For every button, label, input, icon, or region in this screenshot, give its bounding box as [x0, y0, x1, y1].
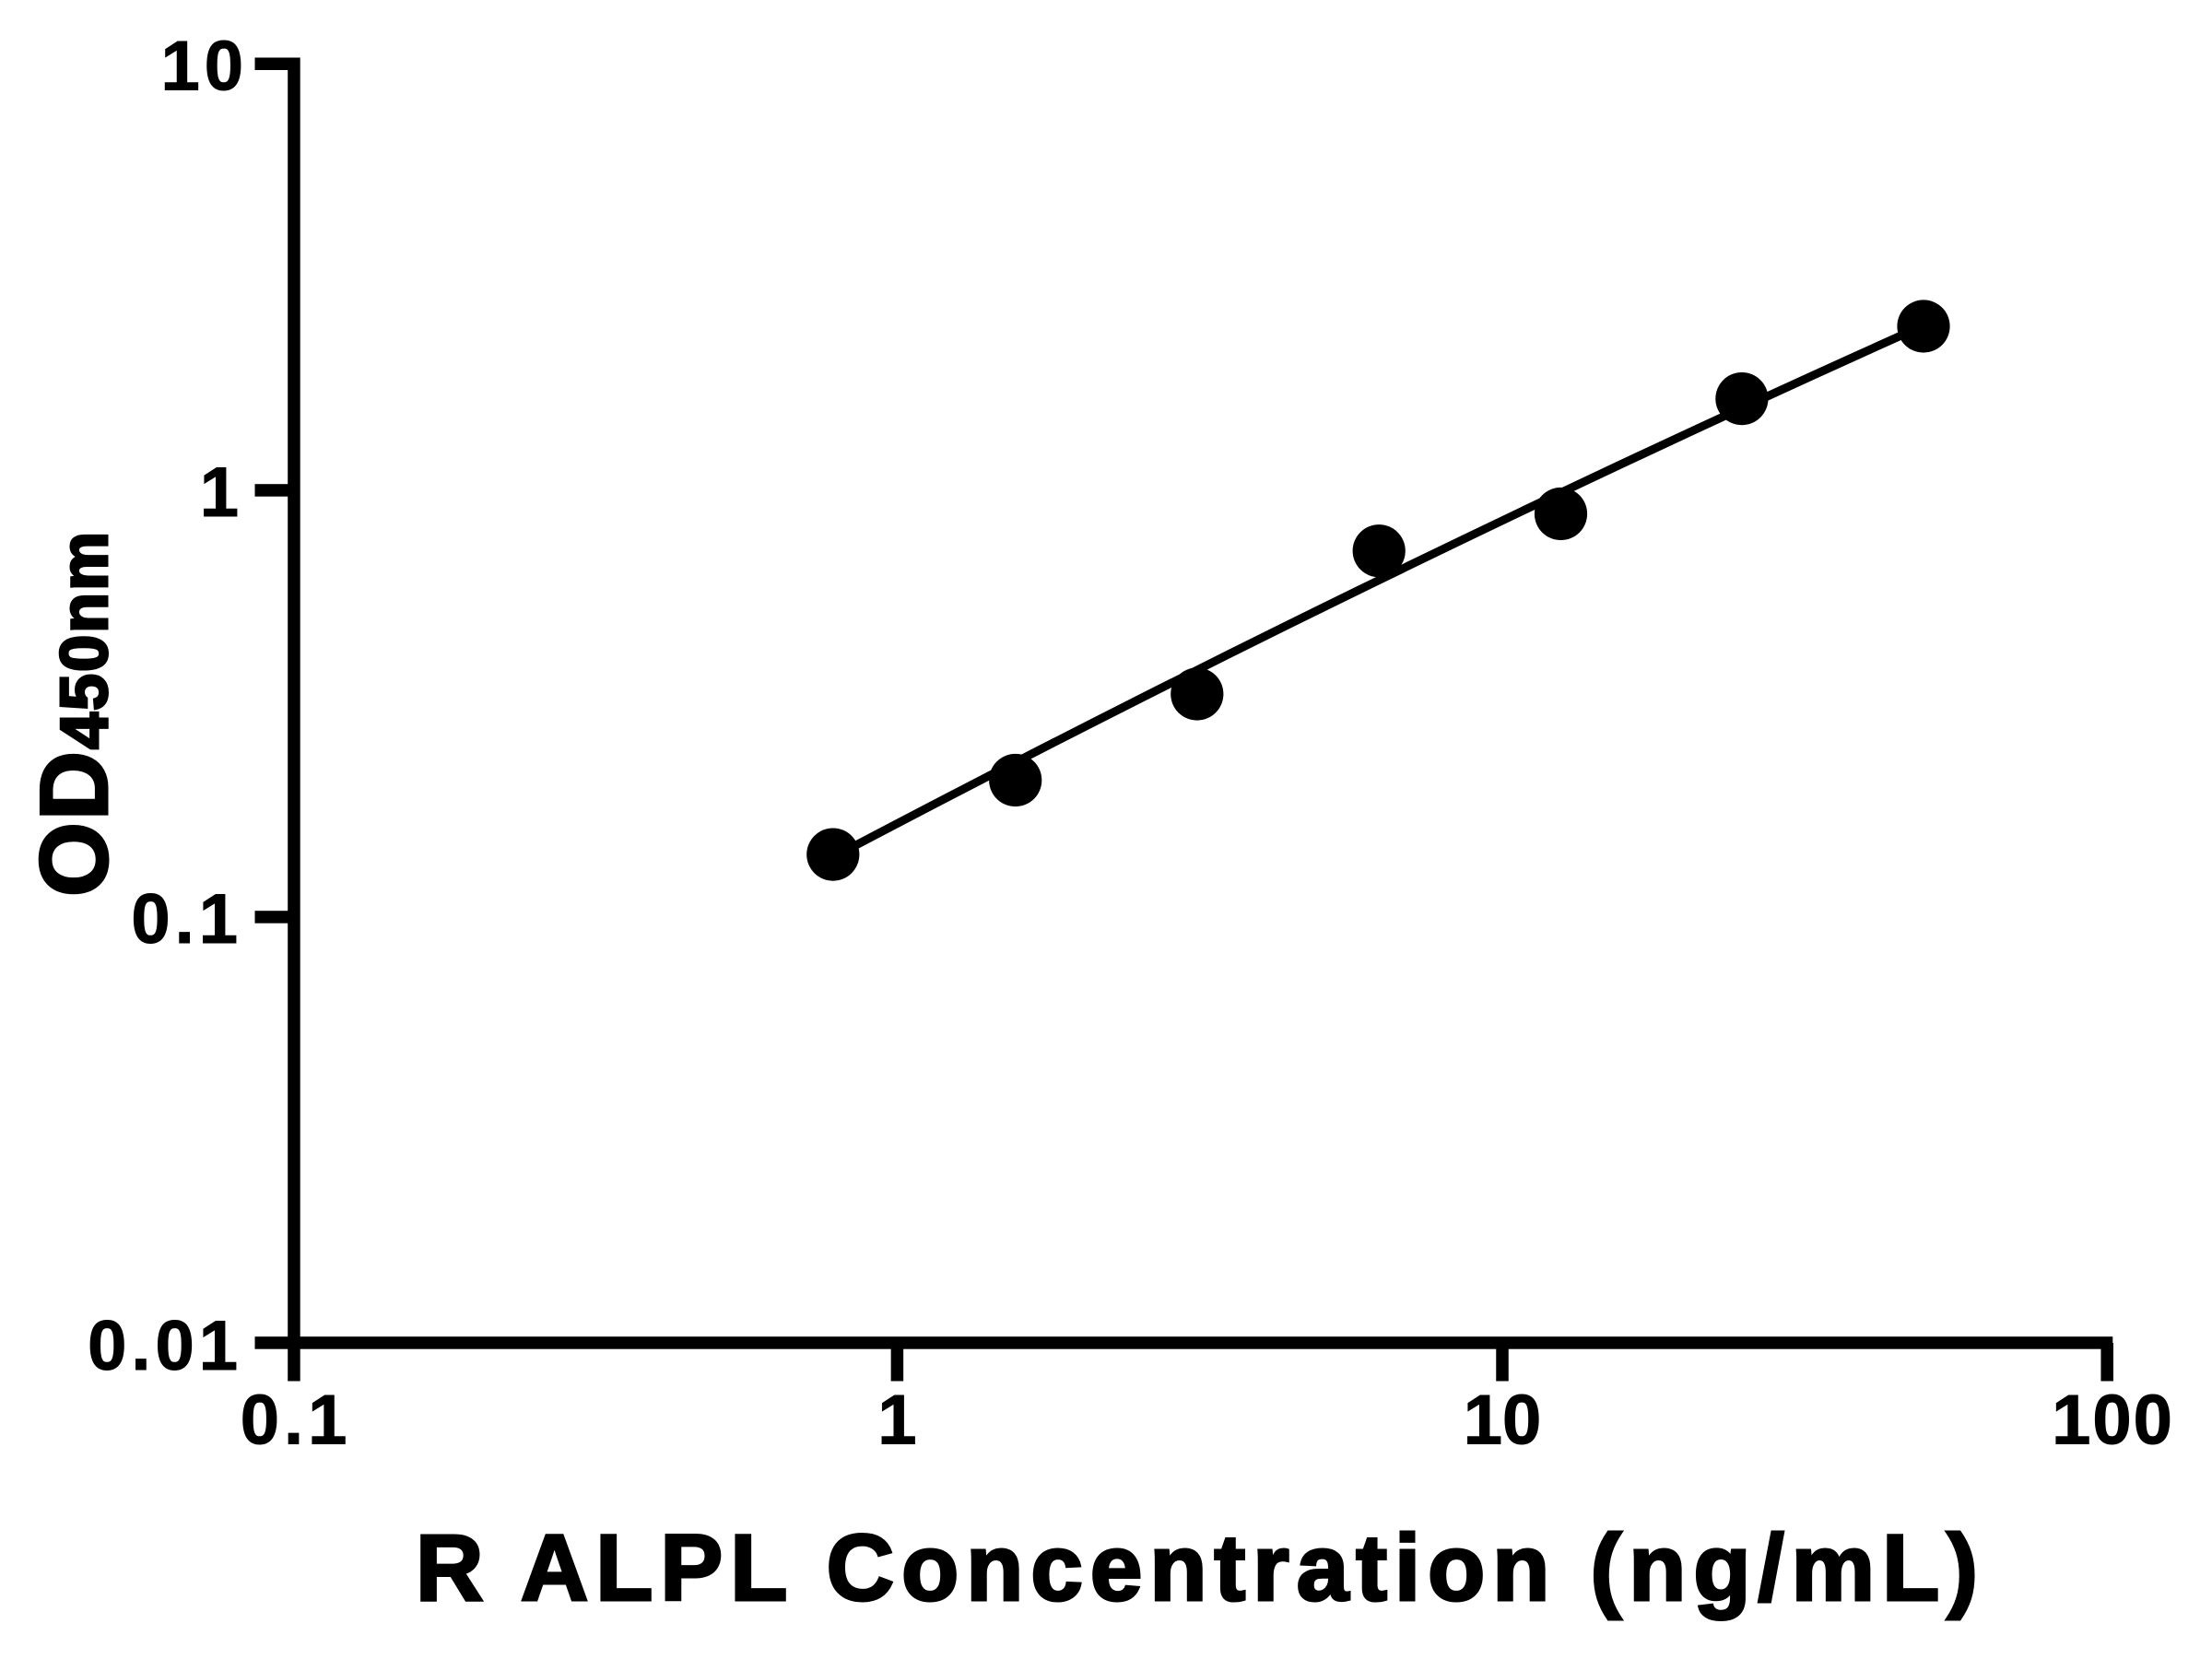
- svg-text:R ALPL Concentration (ng/mL): R ALPL Concentration (ng/mL): [416, 1515, 1985, 1620]
- svg-text:10: 10: [160, 27, 248, 105]
- svg-text:100: 100: [2052, 1382, 2174, 1460]
- svg-text:0.1: 0.1: [131, 880, 242, 959]
- svg-text:0.1: 0.1: [241, 1382, 352, 1460]
- svg-text:OD450nm: OD450nm: [21, 530, 128, 897]
- svg-text:0.01: 0.01: [88, 1307, 242, 1385]
- svg-text:1: 1: [877, 1382, 916, 1460]
- svg-text:10: 10: [1464, 1382, 1542, 1460]
- svg-text:1: 1: [200, 453, 239, 532]
